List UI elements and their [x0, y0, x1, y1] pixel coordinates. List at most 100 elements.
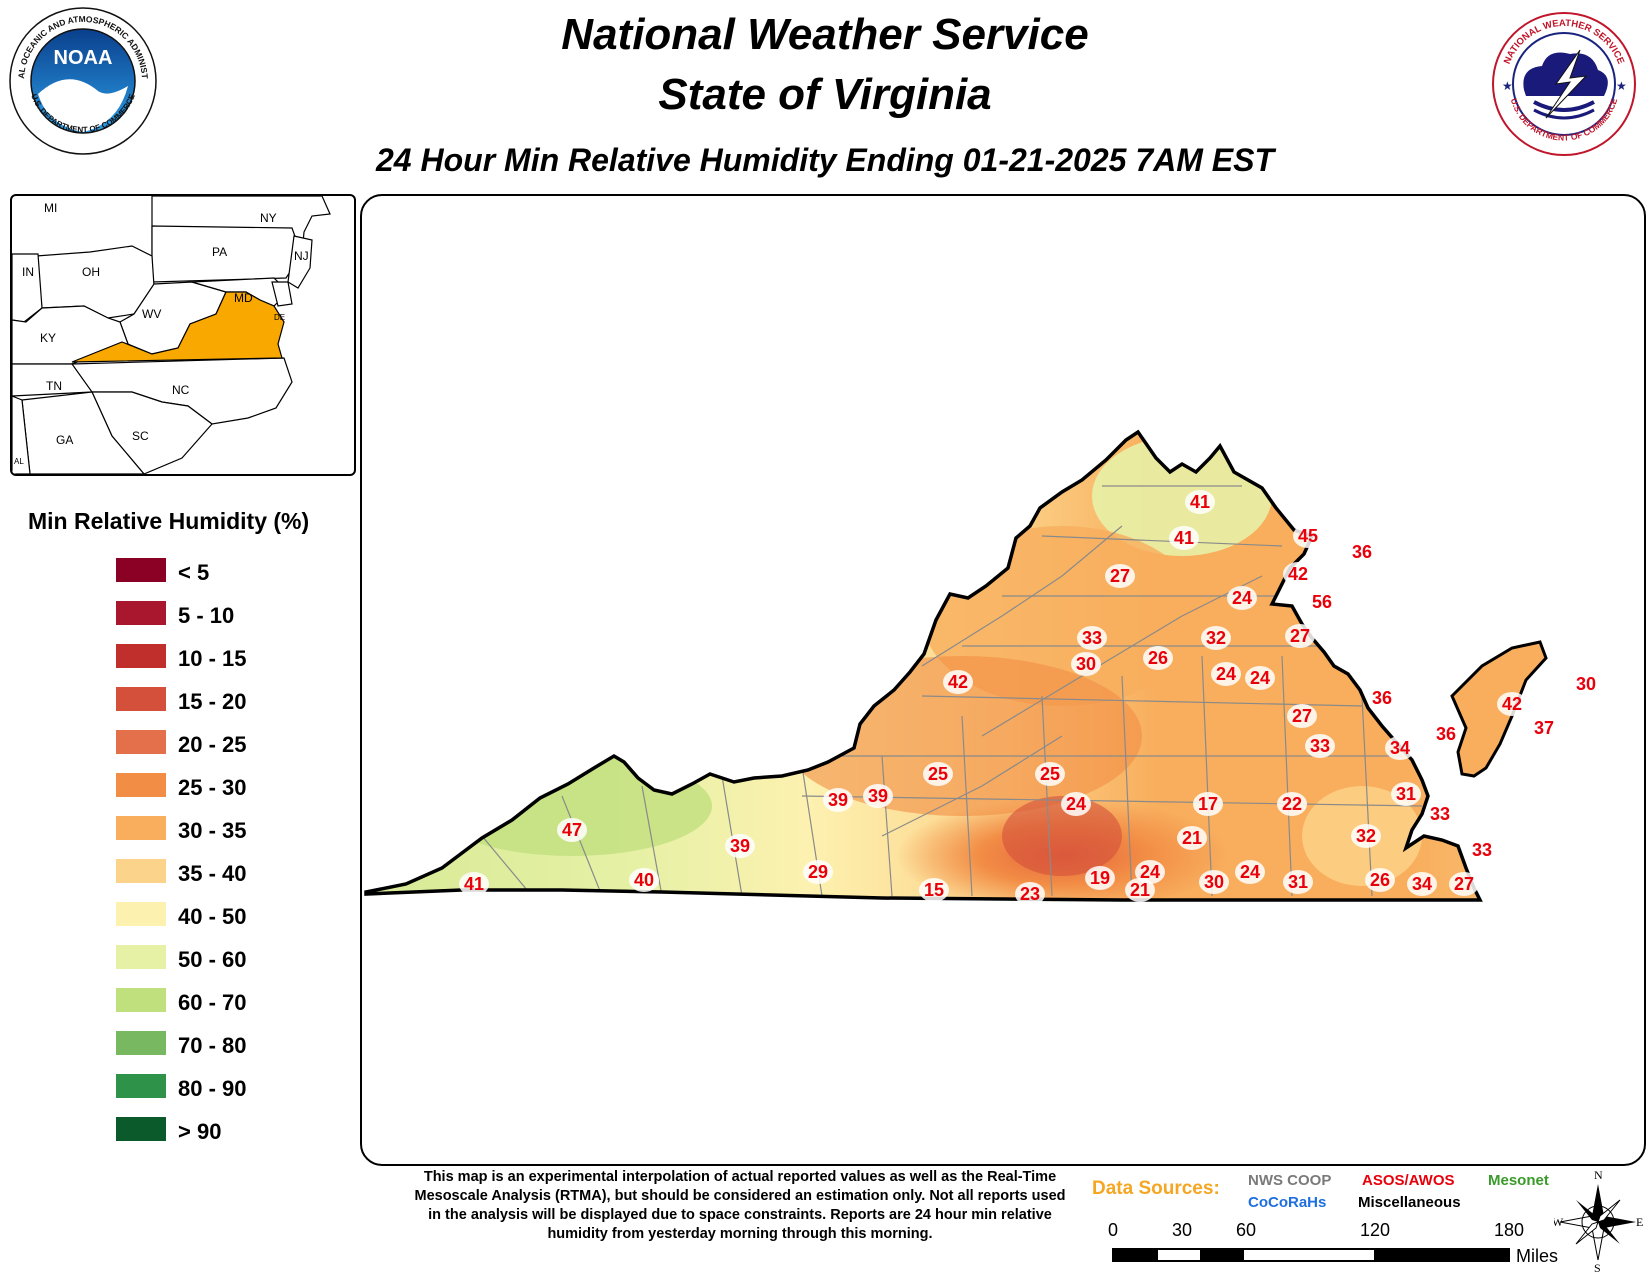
observation-value: 33	[1077, 626, 1107, 650]
observation-value-text: 34	[1390, 738, 1410, 758]
inset-label-pa: PA	[212, 245, 227, 259]
scale-bar	[1112, 1248, 1510, 1262]
observation-value: 30	[1571, 672, 1601, 696]
legend-title: Min Relative Humidity (%)	[28, 508, 310, 534]
compass-n: N	[1594, 1168, 1603, 1182]
observation-value: 39	[863, 784, 893, 808]
inset-label-md: MD	[234, 291, 253, 305]
observation-value: 31	[1283, 870, 1313, 894]
legend-label: 30 - 35	[178, 818, 247, 843]
observation-value: 30	[1071, 652, 1101, 676]
inset-label-al: AL	[14, 457, 24, 466]
legend-swatch	[116, 687, 166, 711]
observation-value-text: 25	[928, 764, 948, 784]
observation-value-text: 27	[1110, 566, 1130, 586]
scale-tick-180: 180	[1494, 1220, 1525, 1240]
inset-label-wv: WV	[142, 307, 161, 321]
observation-value: 25	[923, 762, 953, 786]
legend-label: 50 - 60	[178, 947, 247, 972]
inset-label-nc: NC	[172, 383, 190, 397]
compass-rose-icon: N S E W	[1554, 1168, 1643, 1272]
inset-map-svg: MI NY PA NJ IN OH MD DE WV KY TN NC GA S…	[12, 196, 331, 474]
observation-value: 17	[1193, 792, 1223, 816]
observation-value: 42	[1497, 692, 1527, 716]
inset-label-tn: TN	[46, 379, 62, 393]
observation-value: 22	[1277, 792, 1307, 816]
observation-value-text: 36	[1436, 724, 1456, 744]
observation-value-text: 42	[948, 672, 968, 692]
legend-label: 40 - 50	[178, 904, 247, 929]
observation-labels: 41 41 45 36 42 27 24 56 33 32 27 26 30 24 24 42 36 27 42 30…	[459, 490, 1601, 906]
legend-swatch	[116, 859, 166, 883]
inset-label-mi: MI	[44, 201, 57, 215]
observation-value: 27	[1105, 564, 1135, 588]
inset-label-nj: NJ	[294, 249, 309, 263]
inset-virginia-highlight	[71, 291, 285, 363]
observation-value: 34	[1407, 872, 1437, 896]
observation-value-text: 32	[1206, 628, 1226, 648]
observation-value: 24	[1235, 860, 1265, 884]
scale-tick-30: 30	[1172, 1220, 1193, 1240]
legend-label: 10 - 15	[178, 646, 247, 671]
observation-value-text: 21	[1182, 828, 1202, 848]
svg-text:★: ★	[1616, 79, 1627, 93]
inset-label-oh: OH	[82, 265, 100, 279]
legend-swatch	[116, 945, 166, 969]
observation-value-text: 42	[1502, 694, 1522, 714]
compass-e: E	[1636, 1215, 1643, 1229]
disclaimer-text: This map is an experimental interpolatio…	[414, 1169, 1066, 1242]
observation-value: 47	[557, 818, 587, 842]
observation-value-text: 22	[1282, 794, 1302, 814]
observation-value: 56	[1307, 590, 1337, 614]
observation-value: 33	[1305, 734, 1335, 758]
observation-value-text: 41	[1190, 492, 1210, 512]
observation-value-text: 33	[1430, 804, 1450, 824]
legend-label: 15 - 20	[178, 689, 247, 714]
legend-label: 60 - 70	[178, 990, 247, 1015]
observation-value: 26	[1365, 868, 1395, 892]
legend-swatch	[116, 644, 166, 668]
source-cocorahs: CoCoRaHs	[1248, 1194, 1327, 1211]
observation-value-text: 17	[1198, 794, 1218, 814]
main-map-frame: 41 41 45 36 42 27 24 56 33 32 27 26 30 24 24 42 36 27 42 30…	[360, 194, 1646, 1166]
observation-value-text: 29	[808, 862, 828, 882]
observation-value: 32	[1351, 824, 1381, 848]
source-mesonet: Mesonet	[1488, 1172, 1549, 1189]
source-miscellaneous: Miscellaneous	[1358, 1194, 1461, 1211]
legend-label: 35 - 40	[178, 861, 247, 886]
inset-state-de	[271, 281, 293, 307]
source-asos-awos: ASOS/AWOS	[1362, 1172, 1455, 1189]
legend-swatch	[116, 1117, 166, 1141]
inset-locator-map: MI NY PA NJ IN OH MD DE WV KY TN NC GA S…	[10, 194, 356, 476]
scale-tick-120: 120	[1360, 1220, 1391, 1240]
legend-swatch	[116, 988, 166, 1012]
observation-value-text: 24	[1232, 588, 1252, 608]
observation-value: 36	[1367, 686, 1397, 710]
observation-value: 40	[629, 868, 659, 892]
inset-label-ga: GA	[56, 433, 73, 447]
observation-value: 33	[1425, 802, 1455, 826]
observation-value: 41	[459, 872, 489, 896]
observation-value-text: 26	[1148, 648, 1168, 668]
observation-value: 23	[1015, 882, 1045, 906]
observation-value-text: 27	[1290, 626, 1310, 646]
observation-value-text: 24	[1140, 862, 1160, 882]
legend-swatch	[116, 816, 166, 840]
observation-value-text: 30	[1576, 674, 1596, 694]
virginia-humidity-map: 41 41 45 36 42 27 24 56 33 32 27 26 30 24 24 42 36 27 42 30…	[364, 430, 1601, 906]
scale-unit: Miles	[1516, 1246, 1559, 1266]
observation-value: 41	[1169, 526, 1199, 550]
county-boundaries	[481, 485, 1423, 897]
legend-label: 5 - 10	[178, 603, 235, 628]
observation-value-text: 31	[1288, 872, 1308, 892]
observation-value-text: 47	[562, 820, 582, 840]
scale-tick-60: 60	[1236, 1220, 1257, 1240]
inset-label-ky: KY	[40, 331, 56, 345]
observation-value-text: 45	[1298, 526, 1318, 546]
observation-value-text: 36	[1352, 542, 1372, 562]
observation-value-text: 23	[1020, 884, 1040, 904]
source-nws-coop: NWS COOP	[1248, 1172, 1332, 1189]
observation-value: 41	[1185, 490, 1215, 514]
observation-value-text: 24	[1066, 794, 1086, 814]
inset-state-al	[12, 395, 31, 474]
